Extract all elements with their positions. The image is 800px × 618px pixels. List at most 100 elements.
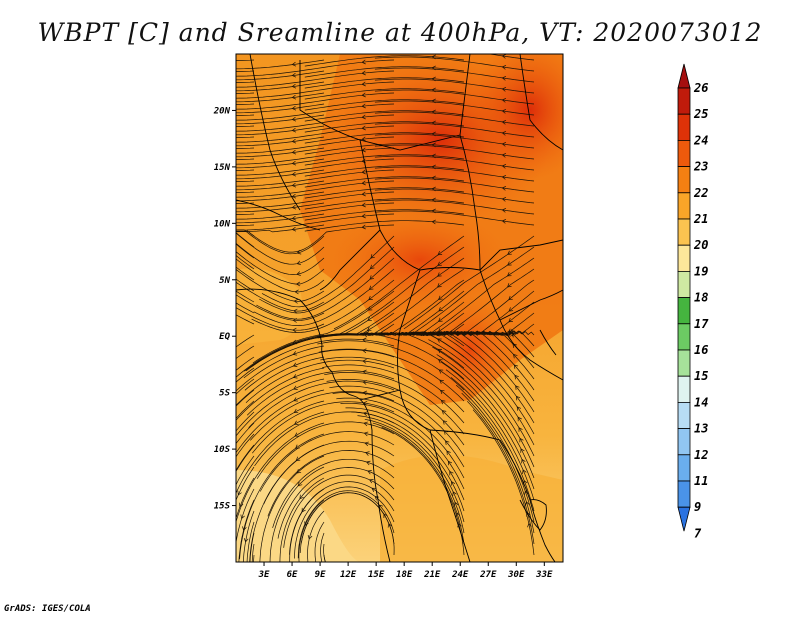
streamline xyxy=(244,349,395,391)
streamline xyxy=(236,59,325,70)
streamline xyxy=(441,361,535,490)
streamline-arrow xyxy=(438,369,444,374)
streamline-arrow xyxy=(446,450,451,456)
streamline xyxy=(314,521,325,562)
streamline-arrow xyxy=(361,103,366,109)
streamline-arrow xyxy=(368,295,373,301)
streamline xyxy=(317,340,465,391)
streamline-arrow xyxy=(292,327,297,333)
streamline xyxy=(374,155,535,171)
lat-label: 20N xyxy=(213,106,231,116)
streamline-arrow xyxy=(294,420,299,425)
colorbar: 26 25 24 23 22 21 20 19 18 17 16 15 14 13 12 11 9 7 xyxy=(677,63,709,540)
streamline xyxy=(374,177,535,193)
streamline-arrow xyxy=(296,271,301,276)
lat-label: 10S xyxy=(214,445,231,455)
streamline xyxy=(402,246,535,336)
streamline xyxy=(304,220,465,232)
streamline xyxy=(250,391,395,441)
lon-label: 3E xyxy=(258,570,270,580)
streamline xyxy=(236,356,325,406)
streamline xyxy=(245,359,395,403)
streamline xyxy=(351,411,465,512)
streamline-arrow xyxy=(291,83,297,89)
streamline xyxy=(236,367,325,421)
colorbar-segment xyxy=(677,454,691,482)
boundary-line xyxy=(236,199,321,231)
streamline-arrow xyxy=(362,348,367,354)
streamline xyxy=(236,400,325,473)
streamline-arrow xyxy=(508,295,513,301)
streamline xyxy=(259,431,395,492)
boundary-line xyxy=(499,439,556,562)
streamline-arrow xyxy=(307,535,313,540)
streamline xyxy=(249,532,255,562)
streamline-arrow xyxy=(291,127,297,133)
colorbar-bottom-arrow xyxy=(677,506,691,532)
streamline xyxy=(372,422,465,545)
streamline xyxy=(236,213,255,215)
streamline-arrow xyxy=(361,213,366,219)
lon-label: 33E xyxy=(535,570,553,580)
streamline-arrow xyxy=(294,289,299,295)
streamline xyxy=(236,136,395,154)
streamline-arrow xyxy=(361,114,366,120)
streamline xyxy=(340,402,465,490)
streamline xyxy=(236,202,395,220)
streamline xyxy=(236,103,325,114)
lon-label: 21E xyxy=(423,570,441,580)
streamline-arrow xyxy=(513,364,519,369)
colorbar-label: 15 xyxy=(694,369,708,383)
streamline-arrow xyxy=(366,327,372,332)
streamline-arrow xyxy=(242,526,247,531)
streamline-arrow xyxy=(447,460,453,466)
streamline xyxy=(403,235,535,330)
streamline xyxy=(294,486,395,559)
streamline-arrow xyxy=(361,59,366,65)
longitude-axis: 3E 6E 9E 12E 15E 18E 21E 24E 27E 30E 33E xyxy=(258,562,553,580)
streamline-arrow xyxy=(368,479,374,484)
streamline-arrow xyxy=(522,469,527,474)
streamline xyxy=(304,176,465,188)
streamline xyxy=(248,380,395,429)
streamline xyxy=(272,458,395,529)
streamline xyxy=(236,422,325,524)
streamline-arrow xyxy=(438,359,443,364)
streamline xyxy=(236,191,255,193)
streamline xyxy=(253,554,255,562)
colorbar-segment xyxy=(677,218,691,246)
streamline xyxy=(374,67,535,83)
streamline xyxy=(236,191,325,202)
streamline-arrow xyxy=(508,317,513,323)
boundary-line xyxy=(249,54,301,211)
streamline xyxy=(236,125,395,143)
colorbar-segment xyxy=(677,166,691,194)
streamline xyxy=(374,133,535,149)
streamline xyxy=(236,230,255,237)
lat-label: 10N xyxy=(214,219,231,229)
streamline-arrow xyxy=(519,437,524,443)
streamline-arrow xyxy=(291,215,297,221)
streamline xyxy=(267,450,395,517)
streamline xyxy=(236,180,325,191)
streamline-arrow xyxy=(501,108,507,114)
colorbar-label: 11 xyxy=(694,474,708,488)
streamline xyxy=(236,400,255,419)
streamline xyxy=(246,224,395,253)
streamline-arrow xyxy=(371,487,377,492)
streamline-arrow xyxy=(440,399,446,405)
boundary-line xyxy=(459,134,481,271)
streamline xyxy=(236,70,325,81)
streamline-arrow xyxy=(237,490,242,496)
boundary-line xyxy=(299,54,471,151)
streamline-arrow xyxy=(437,283,442,288)
streamline-arrow xyxy=(507,261,512,266)
streamline xyxy=(374,199,535,215)
streamline-arrow xyxy=(442,420,448,425)
streamline-arrow xyxy=(292,374,298,379)
streamline xyxy=(253,268,395,326)
streamline xyxy=(455,384,535,523)
streamline xyxy=(236,356,255,371)
streamline xyxy=(412,331,535,391)
streamline xyxy=(374,188,535,204)
